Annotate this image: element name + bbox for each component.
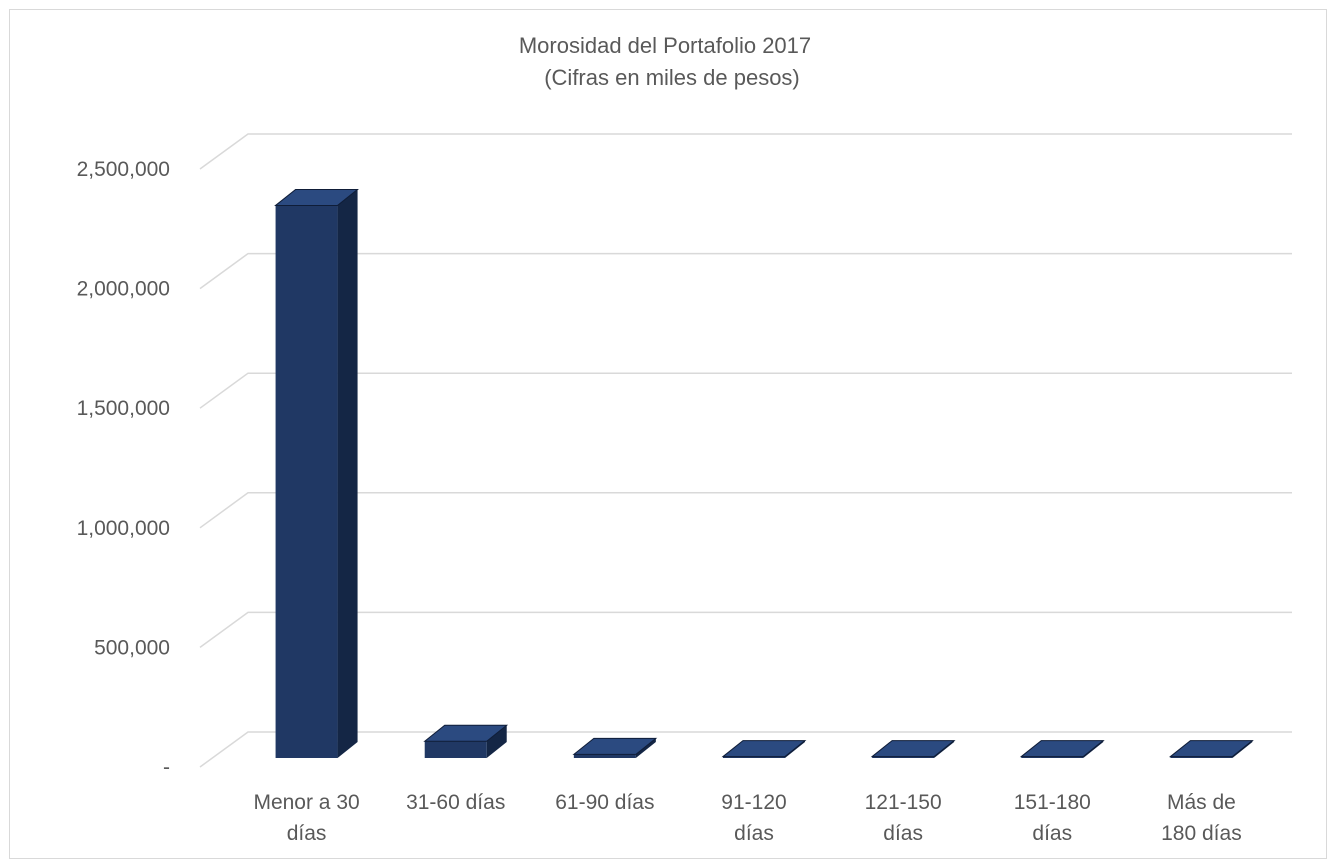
chart-title: Morosidad del Portafolio 2017 — [519, 33, 811, 58]
x-category-label: 31-60 días — [406, 791, 505, 814]
bar-top-face — [423, 724, 509, 742]
x-category-label: días — [287, 822, 327, 845]
y-axis-tick-labels: - 500,000 1,000,000 1,500,000 2,000,000 2,500… — [77, 158, 170, 779]
bar — [274, 188, 359, 758]
bar-top-face — [572, 737, 658, 755]
bar-front-face — [1170, 756, 1233, 758]
bar-front-face — [723, 756, 785, 758]
bar-front-face — [1021, 756, 1084, 758]
bar-side-face — [486, 725, 507, 758]
bars — [274, 188, 1254, 758]
gridline — [199, 731, 1292, 768]
bar — [1169, 740, 1254, 758]
gridlines — [199, 133, 1292, 768]
bar-top-face — [274, 188, 359, 206]
x-category-label: días — [883, 822, 923, 845]
chart-frame — [9, 9, 1327, 859]
bar — [1019, 740, 1105, 758]
x-category-label: días — [1032, 822, 1072, 845]
gridline — [199, 252, 1292, 290]
bar-front-face — [424, 741, 487, 758]
bar-top-face — [870, 740, 956, 758]
y-tick-label: - — [163, 756, 170, 779]
x-category-label: Menor a 30 — [253, 791, 359, 814]
bar — [721, 740, 807, 758]
bar-front-face — [275, 205, 338, 758]
x-category-label: 180 días — [1161, 822, 1242, 845]
gridline — [199, 133, 1292, 170]
bar-top-face — [1169, 740, 1254, 758]
bar-top-face — [721, 740, 807, 758]
x-category-label: Más de — [1167, 791, 1236, 814]
y-tick-label: 1,000,000 — [77, 517, 170, 540]
gridline — [199, 372, 1292, 409]
x-category-label: 121-150 — [865, 791, 942, 814]
x-category-label: 61-90 días — [555, 791, 654, 814]
x-category-label: 91-120 — [721, 791, 786, 814]
bar-top-face — [1019, 740, 1105, 758]
bar-front-face — [573, 754, 636, 758]
y-tick-label: 500,000 — [94, 636, 170, 659]
bar — [572, 737, 658, 758]
chart-subtitle: (Cifras en miles de pesos) — [544, 65, 800, 90]
y-tick-label: 2,500,000 — [77, 158, 170, 181]
y-tick-label: 1,500,000 — [77, 397, 170, 420]
x-category-label: días — [734, 822, 774, 845]
x-axis-category-labels: Menor a 30 días 31-60 días 61-90 días 91-120… — [253, 791, 1241, 845]
gridline — [199, 492, 1292, 529]
x-category-label: 151-180 — [1014, 791, 1091, 814]
gridline — [199, 611, 1292, 649]
bar — [870, 740, 956, 758]
bar-side-face — [635, 738, 656, 758]
bar — [423, 724, 509, 758]
y-tick-label: 2,000,000 — [77, 278, 170, 301]
bar-front-face — [872, 756, 935, 758]
bar-side-face — [337, 189, 358, 758]
